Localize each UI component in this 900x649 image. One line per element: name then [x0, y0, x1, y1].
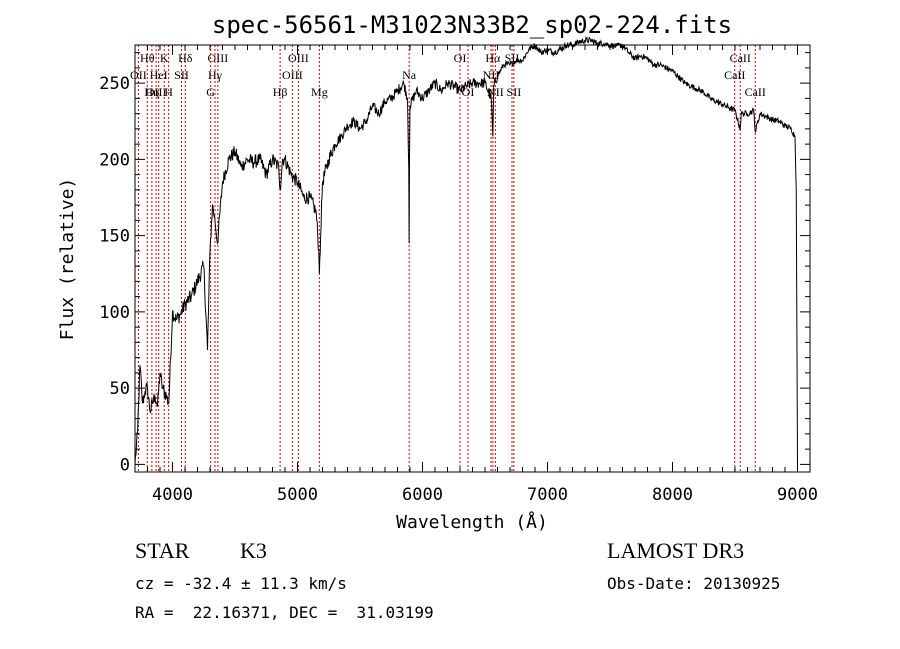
y-tick-label: 150	[99, 227, 130, 247]
y-axis-label: Flux (relative)	[57, 178, 78, 341]
marker-label-oiii: OIII	[208, 51, 229, 65]
marker-label-hθ: Hθ	[140, 51, 155, 65]
marker-label-oi: OI	[454, 51, 467, 65]
y-tick-label: 50	[110, 379, 130, 399]
marker-label-oiii: OIII	[282, 68, 303, 82]
plot-frame	[134, 44, 811, 473]
redshift-value: cz = -32.4 ± 11.3 km/s	[135, 574, 347, 593]
marker-label-hη: Hη	[144, 85, 159, 99]
marker-label-oiii: OIII	[288, 51, 309, 65]
marker-label-caii: CaII	[730, 51, 751, 65]
marker-label-hγ: Hγ	[208, 68, 223, 82]
y-tick-label: 0	[120, 455, 130, 475]
marker-label-sii: SII	[507, 85, 522, 99]
x-tick-label: 9000	[777, 485, 818, 505]
x-tick-label: 8000	[652, 485, 693, 505]
object-class: STAR	[135, 538, 190, 563]
object-subclass: K3	[240, 538, 267, 563]
marker-label-g: G	[206, 85, 215, 99]
y-tick-label: 200	[99, 150, 130, 170]
survey-name: LAMOST DR3	[607, 538, 745, 563]
x-tick-label: 7000	[527, 485, 568, 505]
marker-label-hei: HeI	[150, 68, 168, 82]
y-tick-label: 250	[99, 74, 130, 94]
marker-label-oii: OII	[130, 68, 147, 82]
axes: 4000 5000 6000 7000 8000 9000 0 50 100 150 200 250	[99, 45, 818, 505]
x-tick-label: 4000	[152, 485, 193, 505]
marker-label-hβ: Hβ	[273, 85, 288, 99]
marker-label-h: H	[164, 85, 173, 99]
marker-label-oiii: OIII	[146, 85, 167, 99]
obs-date: Obs-Date: 20130925	[607, 574, 781, 593]
marker-label-caii: CaII	[724, 68, 745, 82]
spectrum-line	[134, 36, 798, 465]
coordinates: RA = 22.16371, DEC = 31.03199	[135, 603, 434, 622]
x-axis-label: Wavelength (Å)	[396, 511, 548, 533]
x-tick-label: 5000	[277, 485, 318, 505]
chart-title: spec-56561-M31023N33B2_sp02-224.fits	[212, 11, 732, 39]
marker-label-hδ: Hδ	[178, 51, 193, 65]
y-tick-label: 100	[99, 303, 130, 323]
marker-label-sii: SII	[174, 68, 189, 82]
marker-label-hα: Hα	[485, 51, 501, 65]
marker-label-caii: CaII	[745, 85, 766, 99]
marker-label-k: K	[160, 51, 169, 65]
marker-label-mg: Mg	[311, 85, 328, 99]
x-tick-label: 6000	[402, 485, 443, 505]
marker-label-na: Na	[402, 68, 417, 82]
